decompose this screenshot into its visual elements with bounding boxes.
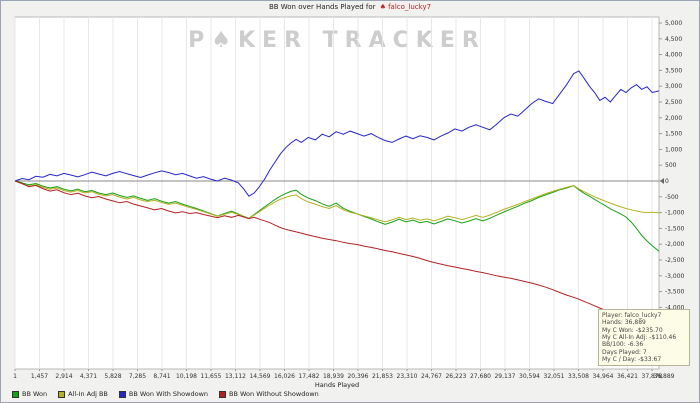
y-tick-label: 3,500 [665,67,682,74]
y-tick-label: -1,000 [665,210,685,217]
x-tick-label: 36,421 [617,373,638,380]
legend-swatch [219,390,227,398]
stats-row: My C All-In Adj: -$110.46 [602,333,677,341]
x-tick-label: 24,767 [421,373,442,380]
x-tick-label: 26,223 [445,373,466,380]
x-tick-label: 30,594 [519,373,540,380]
x-tick-label: 10,198 [176,373,197,380]
y-tick-label: -3,000 [665,273,685,280]
x-tick-label: 5,828 [104,373,121,380]
x-tick-label: 7,285 [129,373,146,380]
x-tick-label: 2,914 [55,373,72,380]
stats-row: My C / Day: -$33.67 [602,355,662,363]
stats-row: My C Won: -$235.70 [602,326,663,334]
legend-item: BB Won Without Showdown [219,390,319,398]
x-tick-label: 27,680 [470,373,491,380]
y-tick-label: -500 [665,194,679,201]
y-tick-label: 4,500 [665,36,682,43]
graph-title: BB Won over Hands Played for ♠ falco_luck… [1,3,699,15]
legend: BB Won All-In Adj BB BB Won With Showdown B… [12,389,319,399]
pokertracker-watermark: P♠KER TRACKER [188,28,486,53]
legend-swatch [12,390,19,398]
x-tick-label: 32,051 [544,373,565,380]
x-tick-label: 21,853 [372,373,393,380]
legend-label: BB Won With Showdown [128,390,209,398]
x-axis-title: Hands Played [315,381,359,389]
y-tick-label: 5,000 [665,20,682,27]
x-end-label: 36,889 [654,373,675,380]
y-tick-label: 4,000 [665,52,682,59]
stats-row: Hands: 36,889 [602,319,646,327]
legend-item: All-In Adj BB [58,390,108,398]
x-tick-label: 1 [13,373,17,380]
x-tick-label: 14,569 [249,373,270,380]
stats-row: Days Played: 7 [602,348,647,356]
y-tick-label: 500 [665,162,677,169]
legend-swatch [118,390,126,398]
stats-summary-box: Player: falco_lucky7 Hands: 36,889 My C Wo… [598,309,690,367]
legend-swatch [58,390,66,398]
legend-item: BB Won [12,390,47,398]
x-tick-label: 16,026 [274,373,295,380]
x-tick-label: 29,137 [494,373,515,380]
x-tick-label: 18,939 [323,373,344,380]
y-tick-label: -4,000 [665,304,685,311]
legend-label: All-In Adj BB [68,390,108,398]
graph-title-prefix: BB Won over Hands Played for [268,3,376,11]
zero-marker [660,178,664,184]
x-tick-label: 23,310 [397,373,418,380]
x-tick-label: 34,964 [592,373,613,380]
legend-label: BB Won [22,390,48,398]
x-tick-label: 17,482 [298,373,319,380]
x-tick-label: 13,112 [225,373,246,380]
y-tick-label: 2,000 [665,115,682,122]
player-name: falco_lucky7 [388,3,432,11]
spade-icon: ♠ [379,3,387,11]
stats-row: Player: falco_lucky7 [602,312,662,319]
x-tick-label: 20,396 [347,373,368,380]
series-bb-won-with-showdown [14,70,660,197]
y-tick-label: 1,500 [665,131,682,138]
y-tick-label: -3,500 [665,289,685,296]
x-tick-label: 1,457 [31,373,48,380]
series-all-in-adj-bb [14,180,660,223]
y-tick-label: 0 [665,178,669,185]
y-tick-label: -2,000 [665,241,685,248]
x-tick-label: 8,741 [153,373,170,380]
series-bb-won-without-showdown [14,180,660,341]
y-tick-label: 2,500 [665,99,682,106]
y-tick-label: 3,000 [665,83,682,90]
stats-row: BB/100: -6.36 [602,341,644,349]
y-tick-label: 1,000 [665,146,682,153]
legend-item: BB Won With Showdown [118,390,209,398]
y-tick-label: -2,500 [665,257,685,264]
x-tick-label: 4,371 [80,373,97,380]
x-tick-label: 11,655 [200,373,221,380]
legend-label: BB Won Without Showdown [229,390,319,398]
x-tick-label: 37,878 [642,373,663,380]
x-tick-label: 33,508 [568,373,589,380]
y-tick-label: -1,500 [665,225,685,232]
